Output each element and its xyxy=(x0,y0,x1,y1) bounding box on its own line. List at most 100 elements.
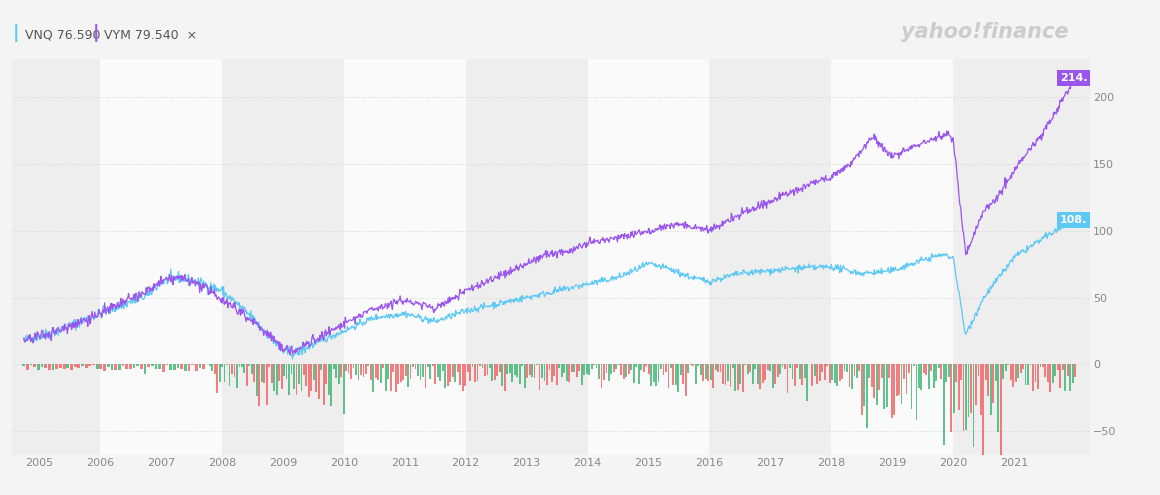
Bar xyxy=(571,364,573,372)
Text: |: | xyxy=(93,24,99,42)
Bar xyxy=(702,364,704,381)
Bar xyxy=(915,364,918,420)
Bar xyxy=(457,364,458,372)
Bar xyxy=(492,364,493,381)
Bar xyxy=(967,364,970,417)
Bar xyxy=(722,364,724,385)
Bar xyxy=(503,364,506,391)
Bar xyxy=(103,364,106,371)
Bar xyxy=(647,364,650,374)
Bar xyxy=(523,364,525,389)
Bar xyxy=(313,364,314,380)
Bar xyxy=(549,364,550,370)
Bar xyxy=(739,364,741,384)
Bar xyxy=(241,364,242,367)
Bar xyxy=(658,364,660,382)
Bar xyxy=(684,364,687,396)
Bar xyxy=(638,364,639,384)
Bar xyxy=(34,364,36,367)
Bar xyxy=(588,59,710,455)
Bar xyxy=(1022,364,1024,369)
Bar xyxy=(682,364,684,384)
Bar xyxy=(85,364,87,368)
Bar xyxy=(588,364,590,375)
Bar xyxy=(375,364,377,378)
Bar xyxy=(365,364,367,374)
Bar xyxy=(710,59,832,455)
Bar xyxy=(355,364,357,375)
Bar xyxy=(643,364,645,372)
Bar xyxy=(595,364,597,368)
Bar xyxy=(422,364,423,377)
Bar xyxy=(1054,364,1057,376)
Bar xyxy=(566,364,567,381)
Bar xyxy=(1017,364,1018,378)
Bar xyxy=(923,364,925,373)
Bar xyxy=(737,364,739,390)
Bar xyxy=(898,364,900,396)
Bar xyxy=(37,364,39,370)
Bar xyxy=(958,364,959,410)
Bar xyxy=(935,364,937,381)
Bar xyxy=(140,364,143,369)
Bar xyxy=(52,364,55,370)
Bar xyxy=(27,364,29,370)
Bar xyxy=(270,364,273,383)
Bar xyxy=(333,364,334,369)
Text: VYM 79.540  ×: VYM 79.540 × xyxy=(104,29,197,42)
Bar xyxy=(499,364,501,372)
Bar xyxy=(1005,364,1007,371)
Bar xyxy=(889,364,890,378)
Bar xyxy=(78,364,80,368)
Bar xyxy=(211,364,213,371)
Bar xyxy=(1067,364,1068,376)
Bar xyxy=(166,364,168,365)
Bar xyxy=(253,364,255,382)
Bar xyxy=(719,364,722,372)
Bar xyxy=(318,364,320,399)
Bar xyxy=(933,364,935,388)
Bar xyxy=(514,364,516,375)
Bar xyxy=(407,364,409,388)
Bar xyxy=(244,364,245,373)
Bar xyxy=(960,364,962,380)
Text: 108.: 108. xyxy=(1060,215,1087,225)
Bar xyxy=(564,364,565,373)
Bar xyxy=(993,364,994,403)
Bar xyxy=(477,364,478,382)
Bar xyxy=(464,364,466,387)
Bar xyxy=(769,364,771,371)
Bar xyxy=(851,364,853,390)
Bar xyxy=(335,364,338,378)
Bar xyxy=(1074,364,1076,377)
Bar xyxy=(266,364,268,405)
Bar xyxy=(616,364,617,369)
Text: 214.: 214. xyxy=(1060,73,1087,83)
Bar xyxy=(998,364,999,432)
Bar xyxy=(70,364,73,370)
Bar xyxy=(479,364,481,366)
Bar xyxy=(954,59,1090,455)
Bar xyxy=(980,364,981,415)
Bar xyxy=(311,364,312,391)
Bar xyxy=(213,364,216,375)
Bar xyxy=(952,364,955,413)
Bar xyxy=(409,364,412,379)
Bar xyxy=(122,364,124,366)
Bar xyxy=(209,364,211,366)
Bar xyxy=(246,364,248,386)
Bar xyxy=(873,364,875,398)
Bar xyxy=(259,364,260,406)
Bar xyxy=(405,364,406,376)
Bar xyxy=(832,59,954,455)
Bar xyxy=(263,364,266,383)
Bar xyxy=(834,364,835,383)
Bar xyxy=(385,364,386,392)
Bar xyxy=(841,364,843,379)
Bar xyxy=(397,364,399,384)
Bar xyxy=(180,364,183,369)
Bar xyxy=(486,364,488,375)
Bar xyxy=(590,364,593,369)
Bar xyxy=(667,364,669,389)
Bar xyxy=(710,364,711,380)
